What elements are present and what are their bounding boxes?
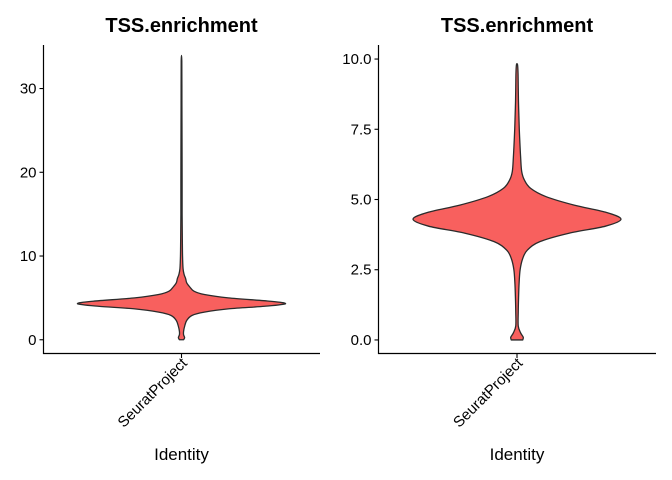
left-violin-seuratproject [76,54,287,341]
left-y-ticks: 0 10 20 30 [20,81,44,349]
left-violin-layer [76,54,287,341]
left-y-tick-label: 10 [20,248,37,265]
right-y-ticks: 0.0 2.5 5.0 7.5 10.0 [342,51,379,349]
left-x-axis-title: Identity [154,445,209,464]
left-y-tick-label: 20 [20,164,37,181]
right-chart-title: TSS.enrichment [441,15,594,37]
right-panel: TSS.enrichment 0.0 2.5 5.0 7.5 10.0 SeuratPr… [342,15,656,464]
right-y-tick-label: 0.0 [351,332,372,349]
right-y-tick-label: 10.0 [342,51,371,68]
left-x-tick-label: SeuratProject [115,354,192,431]
right-x-tick-label: SeuratProject [450,354,527,431]
left-y-tick-label: 30 [20,81,37,98]
right-violin-seuratproject [412,62,622,341]
left-panel: TSS.enrichment 0 10 20 30 SeuratProject Ide… [20,15,320,464]
right-x-axis-title: Identity [490,445,545,464]
right-violin-layer [412,62,622,341]
right-y-tick-label: 2.5 [351,262,372,279]
right-y-tick-label: 5.0 [351,192,372,209]
left-y-tick-label: 0 [28,332,36,349]
right-y-tick-label: 7.5 [351,121,372,138]
left-chart-title: TSS.enrichment [105,15,258,37]
